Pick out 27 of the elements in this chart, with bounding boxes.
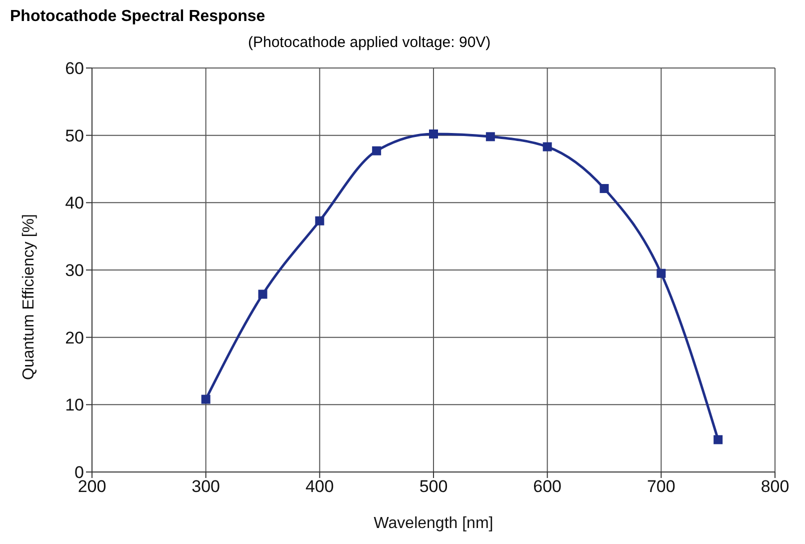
point — [372, 146, 382, 156]
point — [201, 394, 210, 404]
y-axis-title: Quantum Efficiency [%] — [20, 214, 38, 380]
x-tick-label: 700 — [646, 477, 676, 496]
x-axis-title: Wavelength [nm] — [374, 515, 494, 532]
point — [600, 184, 609, 194]
x-tick-label: 500 — [419, 477, 448, 496]
y-tick-label: 20 — [65, 328, 84, 348]
chart-subtitle: (Photocathode applied voltage: 90V) — [247, 34, 492, 53]
point — [714, 435, 723, 444]
point — [656, 268, 666, 278]
point — [429, 129, 438, 138]
chart-title: Photocathode Spectral Response — [9, 8, 266, 27]
y-tick-label: 10 — [65, 396, 84, 415]
y-tick-label: 50 — [65, 126, 84, 146]
y-tick-label: 30 — [65, 261, 84, 280]
x-tick-label: 300 — [192, 477, 220, 496]
y-tick-label: 40 — [65, 194, 84, 213]
x-tick-label: 200 — [78, 477, 106, 496]
point — [258, 290, 268, 299]
x-tick-label: 600 — [533, 477, 562, 496]
x-tick-label: 400 — [305, 477, 334, 496]
y-tick-label: 60 — [65, 59, 84, 78]
point — [486, 132, 495, 142]
x-tick-label: 800 — [760, 477, 790, 496]
point — [315, 216, 324, 226]
point — [542, 142, 552, 152]
